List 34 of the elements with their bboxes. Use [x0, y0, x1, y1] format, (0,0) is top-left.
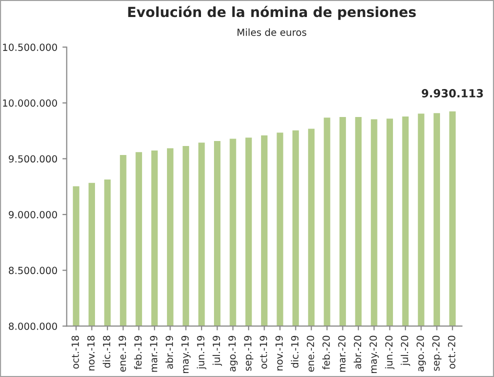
- y-tick-label: 8.500.000: [8, 266, 58, 274]
- y-tick-label: 10.000.000: [3, 99, 58, 107]
- x-tick-label: mar.-19: [150, 336, 158, 372]
- x-tick-label: ago.-20: [416, 336, 426, 372]
- x-tick-label: dic.-19: [290, 336, 298, 368]
- x-tick-label: mar.-20: [338, 336, 346, 372]
- x-tick-label: jun.-19: [196, 336, 206, 370]
- x-tick-label: may.-20: [370, 336, 379, 374]
- x-tick-label: abr.-19: [165, 336, 174, 369]
- chart-title: Evolución de la nómina de pensiones: [128, 6, 416, 20]
- x-tick-label: sep.-20: [432, 336, 442, 371]
- y-tick-label: 10.500.000: [3, 44, 58, 51]
- x-tick-label: dic.-18: [102, 336, 110, 368]
- chart-subtitle: Miles de euros: [238, 28, 306, 36]
- x-tick-label: abr.-20: [354, 336, 362, 369]
- data-label: 9.930.113: [422, 89, 483, 98]
- x-tick-label: oct.-18: [72, 336, 79, 369]
- x-tick-label: oct.-20: [448, 336, 456, 369]
- x-tick-label: feb.-19: [134, 336, 142, 370]
- x-tick-label: nov.-18: [87, 336, 95, 370]
- x-tick-label: ago.-19: [228, 336, 238, 372]
- x-tick-label: oct.-19: [260, 336, 268, 369]
- y-tick-label: 9.500.000: [8, 155, 58, 163]
- x-tick-label: jun.-20: [385, 336, 394, 370]
- x-tick-label: feb.-20: [322, 336, 330, 370]
- x-tick-label: ene.-20: [306, 336, 314, 372]
- x-tick-label: may.-19: [181, 336, 191, 374]
- y-tick-label: 8.000.000: [8, 322, 58, 330]
- x-tick-label: jul.-19: [212, 336, 222, 366]
- y-tick-label: 9.000.000: [8, 210, 58, 218]
- x-tick-label: nov.-19: [275, 336, 283, 370]
- x-tick-label: sep.-19: [244, 336, 254, 371]
- x-tick-label: jul.-20: [400, 336, 410, 366]
- x-tick-label: ene.-19: [118, 336, 126, 372]
